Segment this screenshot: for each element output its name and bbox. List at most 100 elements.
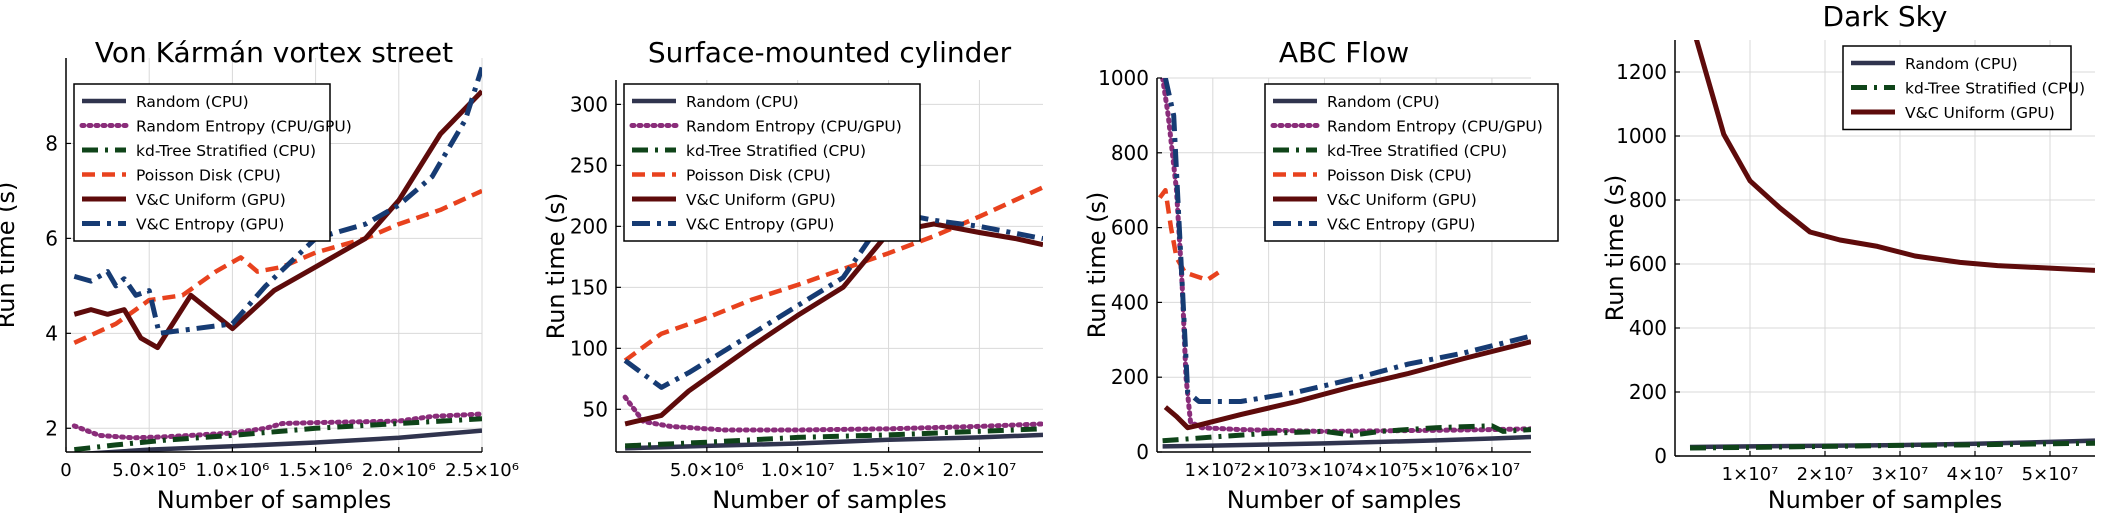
legend-box [1264, 83, 1559, 242]
y-tick-label: 400 [1629, 316, 1667, 340]
y-tick-label: 600 [1111, 216, 1149, 240]
x-tick-label: 5×10⁷ [2022, 464, 2079, 485]
y-tick-label: 50 [583, 397, 608, 421]
x-tick-label: 4×10⁷ [1352, 460, 1409, 481]
series-line-random-cpu [625, 432, 1043, 451]
legend-label: kd-Tree Stratified (CPU) [1327, 142, 1507, 160]
x-tick-label: 2.5×10⁶ [445, 460, 519, 481]
legend-box [73, 83, 331, 242]
y-tick-label: 600 [1629, 252, 1667, 276]
x-tick-label: 4×10⁷ [1947, 464, 2004, 485]
legend-label: Random (CPU) [1327, 93, 1440, 111]
y-tick-label: 100 [570, 336, 608, 360]
x-axis-label: Number of samples [712, 486, 947, 514]
y-tick-label: 800 [1111, 141, 1149, 165]
series-line-vandc-uniform-gpu [1163, 339, 1531, 431]
legend-label: Poisson Disk (CPU) [136, 167, 281, 185]
legend-label: Random (CPU) [686, 93, 799, 111]
y-tick-label: 0 [1136, 440, 1149, 464]
series-line-random-entropy-cpu-gpu [71, 411, 482, 441]
y-tick-label: 6 [45, 226, 58, 250]
legend-label: kd-Tree Stratified (CPU) [1905, 80, 2085, 98]
series-line-kd-tree-stratified-cpu [1162, 423, 1531, 444]
x-tick-label: 3×10⁷ [1872, 464, 1929, 485]
series-line-vandc-uniform-gpu [624, 221, 1043, 427]
y-tick-label: 300 [570, 92, 608, 116]
x-tick-label: 1.0×10⁷ [761, 460, 835, 481]
legend-label: Random Entropy (CPU/GPU) [686, 118, 902, 136]
legend-label: kd-Tree Stratified (CPU) [136, 142, 316, 160]
legend: Random (CPU) Random Entropy (CPU/GPU) kd-T… [1264, 83, 1559, 242]
chart-title: Surface-mounted cylinder [648, 36, 1012, 69]
series-line-vandc-entropy-gpu [623, 209, 1043, 390]
legend: Random (CPU) Random Entropy (CPU/GPU) kd-T… [623, 83, 921, 242]
x-axis-label: Number of samples [1227, 486, 1462, 514]
x-tick-label: 5.0×10⁶ [670, 460, 744, 481]
y-tick-label: 1000 [1616, 124, 1667, 148]
legend-label: V&C Uniform (GPU) [136, 191, 286, 209]
x-tick-label: 5.0×10⁵ [112, 460, 186, 481]
x-axis-label: Number of samples [157, 486, 392, 514]
y-tick-label: 250 [570, 153, 608, 177]
series-line-random-entropy-cpu-gpu [622, 394, 1043, 433]
chart-title: Dark Sky [1823, 0, 1948, 33]
y-tick-label: 2 [45, 416, 58, 440]
y-tick-label: 1200 [1616, 60, 1667, 84]
legend-label: Random (CPU) [1905, 55, 2018, 73]
legend-label: V&C Entropy (GPU) [686, 216, 834, 234]
x-tick-label: 1×10⁷ [1722, 464, 1779, 485]
x-tick-label: 2×10⁷ [1797, 464, 1854, 485]
chart-panel-4: 1×10⁷ 2×10⁷ 3×10⁷ 4×10⁷ 5×10⁷ 0 200 400 600 800 10… [1601, 0, 2095, 514]
legend-label: V&C Uniform (GPU) [1327, 191, 1477, 209]
chart-panel-2: 5.0×10⁶ 1.0×10⁷ 1.5×10⁷ 2.0×10⁷ 50 100 150 200 2… [542, 36, 1043, 514]
legend-label: V&C Uniform (GPU) [686, 191, 836, 209]
legend-label: V&C Entropy (GPU) [1327, 216, 1475, 234]
y-tick-label: 150 [570, 275, 608, 299]
legend-label: kd-Tree Stratified (CPU) [686, 142, 866, 160]
legend: Random (CPU) Random Entropy (CPU/GPU) kd-T… [73, 83, 352, 242]
y-tick-label: 8 [45, 131, 58, 155]
x-tick-label: 1×10⁷ [1184, 460, 1241, 481]
legend-label: Random Entropy (CPU/GPU) [136, 118, 352, 136]
chart-title: Von Kármán vortex street [95, 36, 453, 69]
chart-panel-3: 1×10⁷ 2×10⁷ 3×10⁷ 4×10⁷ 5×10⁷ 6×10⁷ 0 200 400 600… [1083, 36, 1559, 514]
x-tick-label: 1.5×10⁶ [279, 460, 353, 481]
y-tick-label: 400 [1111, 290, 1149, 314]
x-axis-label: Number of samples [1768, 486, 2003, 514]
y-tick-label: 200 [570, 214, 608, 238]
series-line-vandc-uniform-gpu [1693, 40, 2095, 273]
x-tick-label: 2.0×10⁷ [942, 460, 1016, 481]
x-tick-label: 2.0×10⁶ [362, 460, 436, 481]
series-line-vandc-entropy-gpu [1162, 78, 1531, 404]
y-axis-label: Run time (s) [1601, 175, 1629, 322]
chart-title: ABC Flow [1279, 36, 1409, 69]
series-line-poisson-disk-cpu [1157, 187, 1220, 283]
series-line-random-cpu [1162, 434, 1531, 449]
x-tick-label: 5×10⁷ [1408, 460, 1465, 481]
x-tick-label: 1.5×10⁷ [852, 460, 926, 481]
y-tick-label: 4 [45, 321, 58, 345]
chart-panel-1: 0 5.0×10⁵ 1.0×10⁶ 1.5×10⁶ 2.0×10⁶ 2.5×10⁶ 2 4 6 8… [0, 36, 519, 514]
series-line-vandc-uniform-gpu [73, 89, 482, 351]
legend-label: Poisson Disk (CPU) [1327, 167, 1472, 185]
x-tick-label: 3×10⁷ [1296, 460, 1353, 481]
y-tick-label: 200 [1629, 380, 1667, 404]
series-line-poisson-disk-cpu [623, 185, 1043, 363]
legend: Random (CPU) kd-Tree Stratified (CPU) V&C … [1842, 45, 2085, 131]
x-tick-label: 0 [60, 460, 71, 481]
y-tick-label: 200 [1111, 365, 1149, 389]
x-tick-label: 1.0×10⁶ [195, 460, 269, 481]
legend-label: V&C Uniform (GPU) [1905, 104, 2055, 122]
y-tick-label: 800 [1629, 188, 1667, 212]
legend-label: Random Entropy (CPU/GPU) [1327, 118, 1543, 136]
legend-label: Random (CPU) [136, 93, 249, 111]
x-tick-label: 2×10⁷ [1240, 460, 1297, 481]
legend-label: V&C Entropy (GPU) [136, 216, 284, 234]
y-axis-label: Run time (s) [0, 182, 20, 329]
series-line-kd-tree-stratified-cpu [74, 416, 482, 452]
series-line-kd-tree-stratified-cpu [624, 426, 1043, 449]
y-axis-label: Run time (s) [542, 193, 570, 340]
x-tick-label: 6×10⁷ [1464, 460, 1521, 481]
series-line-kd-tree-stratified-cpu [1689, 440, 2095, 451]
